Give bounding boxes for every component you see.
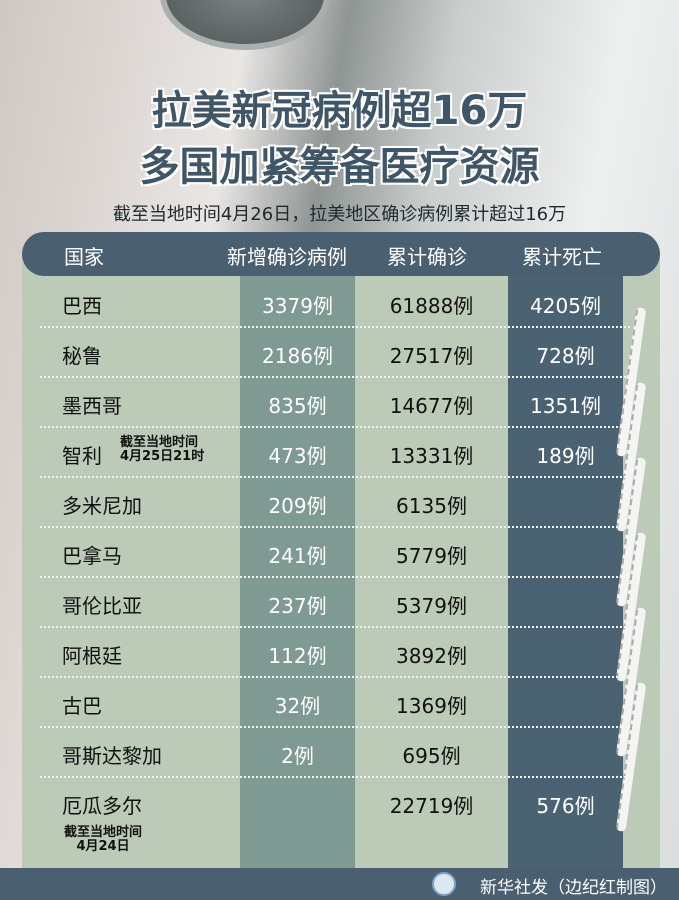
total-deaths: 4205例 bbox=[530, 294, 601, 318]
new-cases: 209例 bbox=[268, 494, 327, 518]
new-cases: 237例 bbox=[268, 594, 327, 618]
total-deaths: 1351例 bbox=[530, 394, 601, 418]
table-row: 墨西哥 835例 14677例 1351例 bbox=[22, 378, 660, 428]
header-country: 国家 bbox=[64, 245, 104, 269]
table-row: 巴西 3379例 61888例 4205例 bbox=[22, 278, 660, 328]
total-cases: 22719例 bbox=[389, 794, 474, 818]
row-divider bbox=[40, 676, 630, 678]
deaths-column-bg bbox=[508, 252, 623, 868]
total-deaths: 576例 bbox=[536, 794, 595, 818]
country-name: 多米尼加 bbox=[62, 494, 142, 518]
total-deaths: 728例 bbox=[536, 344, 595, 368]
date-note: 截至当地时间 4月25日21时 bbox=[120, 435, 205, 464]
total-cases: 14677例 bbox=[389, 394, 474, 418]
table-row: 秘鲁 2186例 27517例 728例 bbox=[22, 328, 660, 378]
header-new: 新增确诊病例 bbox=[227, 245, 347, 269]
total-cases: 13331例 bbox=[389, 444, 474, 468]
table-row: 哥伦比亚 237例 5379例 bbox=[22, 578, 660, 628]
row-divider bbox=[40, 426, 630, 428]
row-divider bbox=[40, 526, 630, 528]
total-cases: 27517例 bbox=[389, 344, 474, 368]
table-row: 阿根廷 112例 3892例 bbox=[22, 628, 660, 678]
country-name: 哥斯达黎加 bbox=[62, 744, 162, 768]
row-divider bbox=[40, 376, 630, 378]
row-divider bbox=[40, 626, 630, 628]
row-divider bbox=[40, 726, 630, 728]
row-divider bbox=[40, 576, 630, 578]
total-cases: 5379例 bbox=[396, 594, 467, 618]
total-cases: 695例 bbox=[402, 744, 461, 768]
title-line-2: 多国加紧筹备医疗资源 bbox=[139, 144, 540, 190]
new-cases: 2例 bbox=[281, 744, 314, 768]
total-cases: 3892例 bbox=[396, 644, 467, 668]
xinhua-logo-icon bbox=[432, 872, 456, 896]
row-divider bbox=[40, 776, 630, 778]
table-row: 古巴 32例 1369例 bbox=[22, 678, 660, 728]
header-total: 累计确诊 bbox=[387, 245, 467, 269]
table-header: 国家 新增确诊病例 累计确诊 累计死亡 bbox=[22, 232, 660, 276]
country-name: 巴西 bbox=[62, 294, 102, 318]
country-name: 古巴 bbox=[62, 694, 102, 718]
source-credit: 新华社发（边纪红制图） bbox=[480, 878, 667, 898]
new-cases: 32例 bbox=[274, 694, 321, 718]
country-name: 秘鲁 bbox=[62, 344, 102, 368]
new-cases: 835例 bbox=[268, 394, 327, 418]
new-cases: 473例 bbox=[268, 444, 327, 468]
new-cases: 3379例 bbox=[262, 294, 333, 318]
country-name: 哥伦比亚 bbox=[62, 594, 142, 618]
new-cases: 2186例 bbox=[262, 344, 333, 368]
date-note: 截至当地时间 4月24日 bbox=[64, 825, 143, 854]
country-name: 智利 bbox=[62, 444, 102, 468]
total-deaths: 189例 bbox=[536, 444, 595, 468]
header-deaths: 累计死亡 bbox=[522, 245, 602, 269]
total-cases: 61888例 bbox=[389, 294, 474, 318]
data-table: 国家 新增确诊病例 累计确诊 累计死亡 巴西 3379例 61888例 4205… bbox=[22, 232, 660, 868]
footer-bar: 新华社发（边纪红制图） bbox=[0, 868, 679, 900]
country-name: 阿根廷 bbox=[62, 644, 122, 668]
table-row: 哥斯达黎加 2例 695例 bbox=[22, 728, 660, 778]
country-name: 巴拿马 bbox=[62, 544, 122, 568]
total-cases: 1369例 bbox=[396, 694, 467, 718]
table-row: 智利 473例 13331例 189例 截至当地时间 4月25日21时 bbox=[22, 428, 660, 478]
row-divider bbox=[40, 476, 630, 478]
table-row: 多米尼加 209例 6135例 bbox=[22, 478, 660, 528]
title-line-1: 拉美新冠病例超16万 bbox=[151, 88, 528, 134]
total-cases: 5779例 bbox=[396, 544, 467, 568]
country-name: 墨西哥 bbox=[62, 394, 122, 418]
table-row: 巴拿马 241例 5779例 bbox=[22, 528, 660, 578]
country-name: 厄瓜多尔 bbox=[62, 794, 142, 818]
subtitle: 截至当地时间4月26日，拉美地区确诊病例累计超过16万 bbox=[112, 204, 567, 225]
new-cases-column-bg bbox=[240, 252, 355, 868]
new-cases: 241例 bbox=[268, 544, 327, 568]
table-row: 厄瓜多尔 22719例 576例截至当地时间 4月24日 bbox=[22, 778, 660, 868]
total-cases: 6135例 bbox=[396, 494, 467, 518]
row-divider bbox=[40, 326, 630, 328]
new-cases: 112例 bbox=[268, 644, 327, 668]
